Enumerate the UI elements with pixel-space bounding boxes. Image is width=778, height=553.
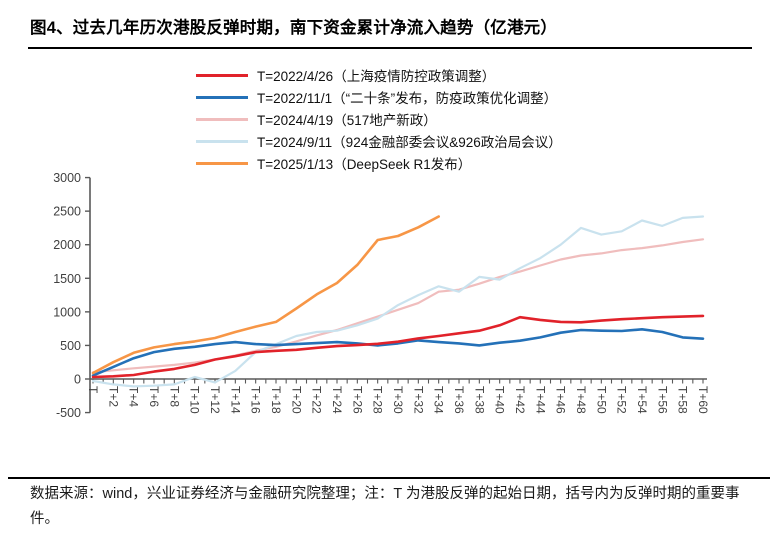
title-divider	[28, 47, 752, 49]
y-tick-label: 2500	[53, 205, 81, 219]
x-tick-label: T+48	[574, 386, 588, 414]
x-tick-label: T+30	[391, 386, 405, 414]
series-line-s2024-04-19	[91, 238, 705, 374]
series-line-s2025-01-13	[91, 215, 441, 375]
x-tick-label: T+36	[452, 386, 466, 414]
x-tick-label: T+20	[289, 386, 303, 414]
x-tick-label: T+6	[147, 386, 161, 407]
x-tick-label: T+24	[330, 386, 344, 414]
figure-title: 图4、过去几年历次港股反弹时期，南下资金累计净流入趋势（亿港元）	[30, 19, 558, 37]
source-note: 数据来源：wind，兴业证券经济与金融研究院整理；注：T 为港股反弹的起始日期，…	[30, 486, 740, 527]
x-tick-label: T+32	[411, 386, 425, 414]
series-line-s2022-11-01	[91, 327, 705, 377]
x-tick-label: T+40	[493, 386, 507, 414]
legend-label: T=2022/4/26（上海疫情防控政策调整）	[257, 69, 496, 84]
x-tick-label: T+8	[167, 386, 181, 407]
x-tick-label: T+58	[676, 386, 690, 414]
footer-divider	[8, 477, 770, 479]
legend-item: T=2025/1/13（DeepSeek R1发布）	[196, 152, 562, 174]
y-tick-label: 0	[74, 373, 81, 387]
x-tick-label: T+38	[472, 386, 486, 414]
x-tick-label: T+16	[249, 386, 263, 414]
x-tick-label: T+60	[696, 386, 710, 414]
x-tick-label: T+34	[432, 386, 446, 414]
y-tick-label: 2000	[53, 238, 81, 252]
x-tick-label: T+50	[594, 386, 608, 414]
legend-item: T=2024/9/11（924金融部委会议&926政治局会议）	[196, 130, 562, 152]
x-tick-label: T+54	[635, 386, 649, 414]
legend-item: T=2022/4/26（上海疫情防控政策调整）	[196, 64, 562, 86]
y-tick-label: 3000	[53, 171, 81, 185]
x-tick-label: T+22	[310, 386, 324, 414]
y-tick-label: 1500	[53, 272, 81, 286]
x-tick-label: T+52	[615, 386, 629, 414]
x-tick-label: T+12	[208, 386, 222, 414]
y-tick-label: -500	[56, 406, 81, 420]
legend-line-swatch	[196, 95, 248, 99]
x-tick-label: T+46	[554, 386, 568, 414]
legend-label: T=2024/4/19（517地产新政）	[257, 113, 437, 128]
x-tick-label: T+4	[127, 386, 141, 407]
x-tick-label: T+18	[269, 386, 283, 414]
y-tick-label: 500	[60, 339, 81, 353]
chart-legend: T=2022/4/26（上海疫情防控政策调整） T=2022/11/1（“二十条”…	[196, 64, 562, 174]
series-line-s2022-04-26	[91, 314, 705, 379]
line-chart: 3000 2500 2000 1500 1000 500 0 -500 T T+2 T+4 T+6 T+…	[53, 171, 710, 420]
x-tick-label: T+14	[228, 386, 242, 414]
legend-line-swatch	[196, 161, 248, 165]
legend-item: T=2022/11/1（“二十条”发布，防疫政策优化调整）	[196, 86, 562, 108]
legend-line-swatch	[196, 117, 248, 121]
x-tick-label: T+2	[106, 386, 120, 407]
legend-label: T=2024/9/11（924金融部委会议&926政治局会议）	[257, 135, 562, 150]
x-tick-label: T+10	[188, 386, 202, 414]
legend-label: T=2022/11/1（“二十条”发布，防疫政策优化调整）	[257, 91, 558, 106]
legend-line-swatch	[196, 73, 248, 77]
x-tick-label: T+56	[655, 386, 669, 414]
x-tick-label: T+44	[533, 386, 547, 414]
x-tick-label: T+26	[350, 386, 364, 414]
x-tick-label: T+28	[371, 386, 385, 414]
x-tick-label: T+42	[513, 386, 527, 414]
legend-item: T=2024/4/19（517地产新政）	[196, 108, 562, 130]
y-tick-label: 1000	[53, 305, 81, 319]
legend-label: T=2025/1/13（DeepSeek R1发布）	[257, 157, 472, 172]
x-tick-label: T	[86, 386, 100, 394]
series-line-s2024-09-11	[91, 215, 705, 388]
legend-line-swatch	[196, 139, 248, 143]
